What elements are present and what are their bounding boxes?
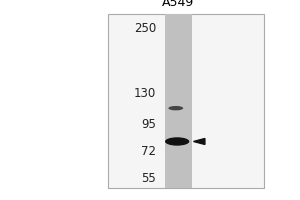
Text: 130: 130 (134, 87, 156, 100)
Text: 95: 95 (141, 118, 156, 131)
Text: 55: 55 (141, 172, 156, 185)
Ellipse shape (165, 137, 189, 146)
Text: A549: A549 (162, 0, 195, 9)
Bar (165, 14, 192, 188)
Text: 72: 72 (141, 145, 156, 158)
Text: 250: 250 (134, 22, 156, 35)
Polygon shape (194, 138, 205, 144)
Bar (108, 14, 264, 188)
Ellipse shape (168, 106, 183, 110)
